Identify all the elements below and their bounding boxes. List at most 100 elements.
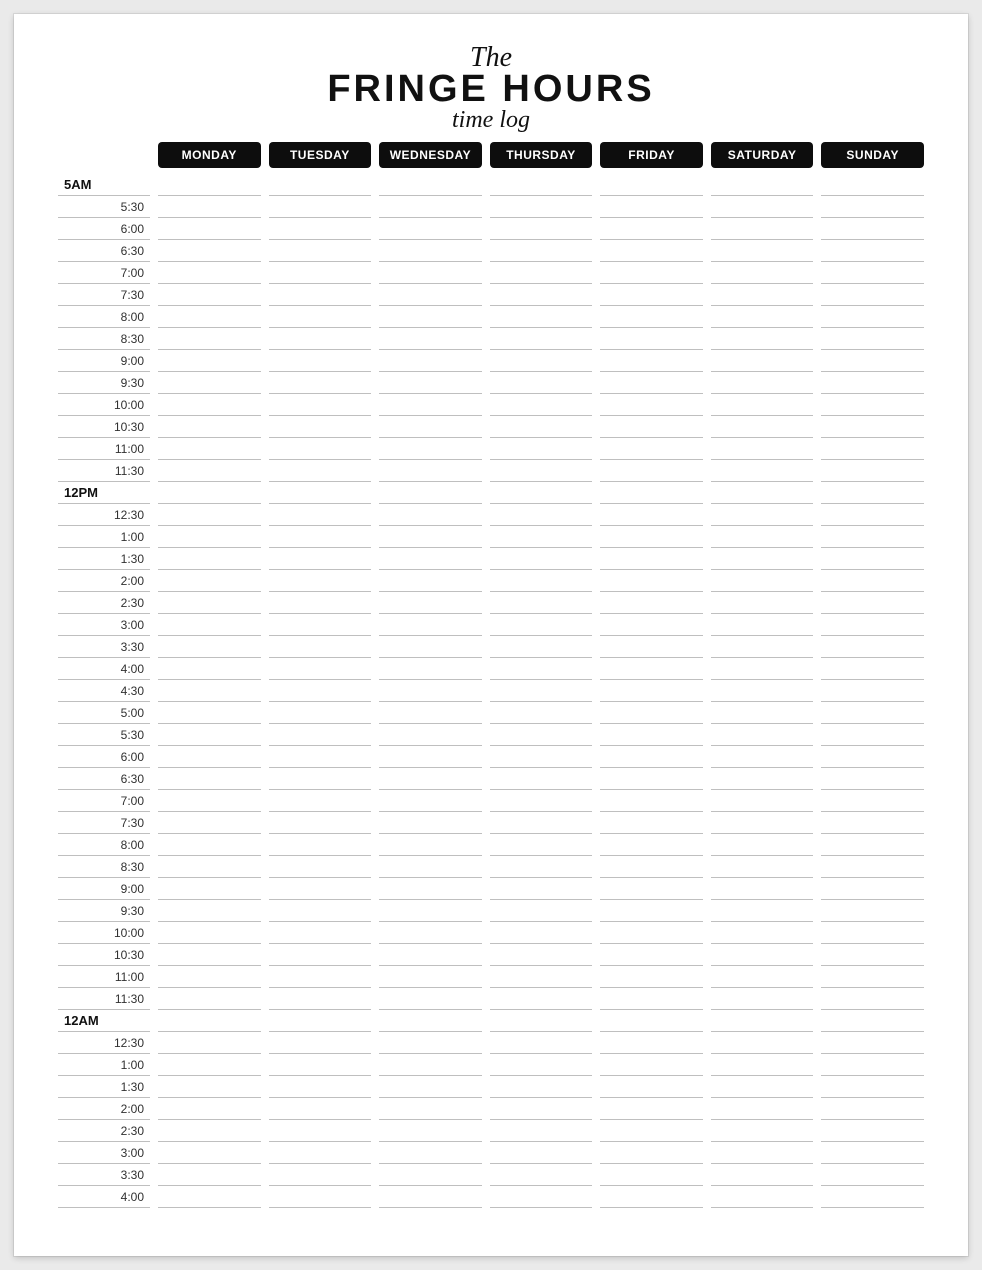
time-cell	[821, 504, 924, 526]
time-cell	[269, 790, 372, 812]
time-cell	[600, 482, 703, 504]
time-cell	[711, 636, 814, 658]
time-cell	[158, 416, 261, 438]
time-cell	[379, 284, 482, 306]
time-cell	[490, 702, 593, 724]
time-label: 4:30	[58, 680, 150, 702]
time-cell	[269, 526, 372, 548]
time-cell	[711, 900, 814, 922]
time-label: 6:30	[58, 768, 150, 790]
time-cell	[600, 174, 703, 196]
time-cell	[490, 922, 593, 944]
time-cell	[821, 174, 924, 196]
time-label: 6:00	[58, 746, 150, 768]
time-cell	[600, 548, 703, 570]
time-cell	[490, 878, 593, 900]
time-cell	[269, 746, 372, 768]
time-cell	[711, 1186, 814, 1208]
time-cell	[600, 240, 703, 262]
time-cell	[711, 526, 814, 548]
time-cell	[711, 460, 814, 482]
time-cell	[269, 1164, 372, 1186]
time-cell	[379, 592, 482, 614]
time-cell	[821, 438, 924, 460]
time-cell	[269, 218, 372, 240]
time-cell	[490, 328, 593, 350]
time-label: 2:30	[58, 592, 150, 614]
time-cell	[379, 196, 482, 218]
time-cell	[711, 284, 814, 306]
time-cell	[711, 218, 814, 240]
time-cell	[379, 636, 482, 658]
time-cell	[379, 1010, 482, 1032]
time-cell	[711, 1032, 814, 1054]
time-cell	[379, 1076, 482, 1098]
time-cell	[490, 746, 593, 768]
time-cell	[600, 416, 703, 438]
time-cell	[600, 1164, 703, 1186]
time-cell	[821, 658, 924, 680]
time-label: 7:30	[58, 812, 150, 834]
time-cell	[821, 284, 924, 306]
time-label: 4:00	[58, 658, 150, 680]
time-cell	[821, 350, 924, 372]
time-cell	[600, 1186, 703, 1208]
time-cell	[600, 856, 703, 878]
time-cell	[490, 372, 593, 394]
time-cell	[821, 1032, 924, 1054]
time-cell	[821, 680, 924, 702]
time-cell	[711, 174, 814, 196]
time-label: 9:00	[58, 878, 150, 900]
time-cell	[490, 724, 593, 746]
time-cell	[600, 1032, 703, 1054]
time-cell	[711, 856, 814, 878]
time-cell	[711, 372, 814, 394]
time-cell	[711, 790, 814, 812]
time-cell	[711, 504, 814, 526]
time-cell	[600, 878, 703, 900]
time-cell	[158, 812, 261, 834]
time-cell	[490, 1054, 593, 1076]
time-cell	[269, 636, 372, 658]
time-cell	[711, 1098, 814, 1120]
time-cell	[490, 548, 593, 570]
time-cell	[600, 438, 703, 460]
time-cell	[821, 944, 924, 966]
time-cell	[821, 1076, 924, 1098]
time-cell	[379, 1032, 482, 1054]
time-cell	[158, 658, 261, 680]
time-cell	[269, 284, 372, 306]
time-label: 1:00	[58, 526, 150, 548]
title-line-3: time log	[58, 108, 924, 132]
time-cell	[711, 746, 814, 768]
time-cell	[379, 702, 482, 724]
time-cell	[711, 350, 814, 372]
time-cell	[269, 1054, 372, 1076]
time-cell	[269, 504, 372, 526]
time-cell	[269, 350, 372, 372]
time-cell	[711, 614, 814, 636]
time-cell	[379, 1164, 482, 1186]
time-label: 6:00	[58, 218, 150, 240]
time-cell	[269, 1010, 372, 1032]
time-cell	[379, 394, 482, 416]
time-cell	[600, 1054, 703, 1076]
time-cell	[711, 416, 814, 438]
time-cell	[379, 548, 482, 570]
time-cell	[600, 922, 703, 944]
time-cell	[490, 306, 593, 328]
time-label: 5:30	[58, 724, 150, 746]
time-cell	[600, 790, 703, 812]
time-cell	[269, 944, 372, 966]
time-cell	[379, 240, 482, 262]
time-cell	[490, 966, 593, 988]
time-cell	[490, 592, 593, 614]
time-cell	[379, 372, 482, 394]
time-cell	[490, 570, 593, 592]
time-cell	[158, 1010, 261, 1032]
time-cell	[158, 988, 261, 1010]
time-cell	[379, 460, 482, 482]
time-cell	[379, 834, 482, 856]
time-cell	[490, 680, 593, 702]
time-cell	[600, 658, 703, 680]
